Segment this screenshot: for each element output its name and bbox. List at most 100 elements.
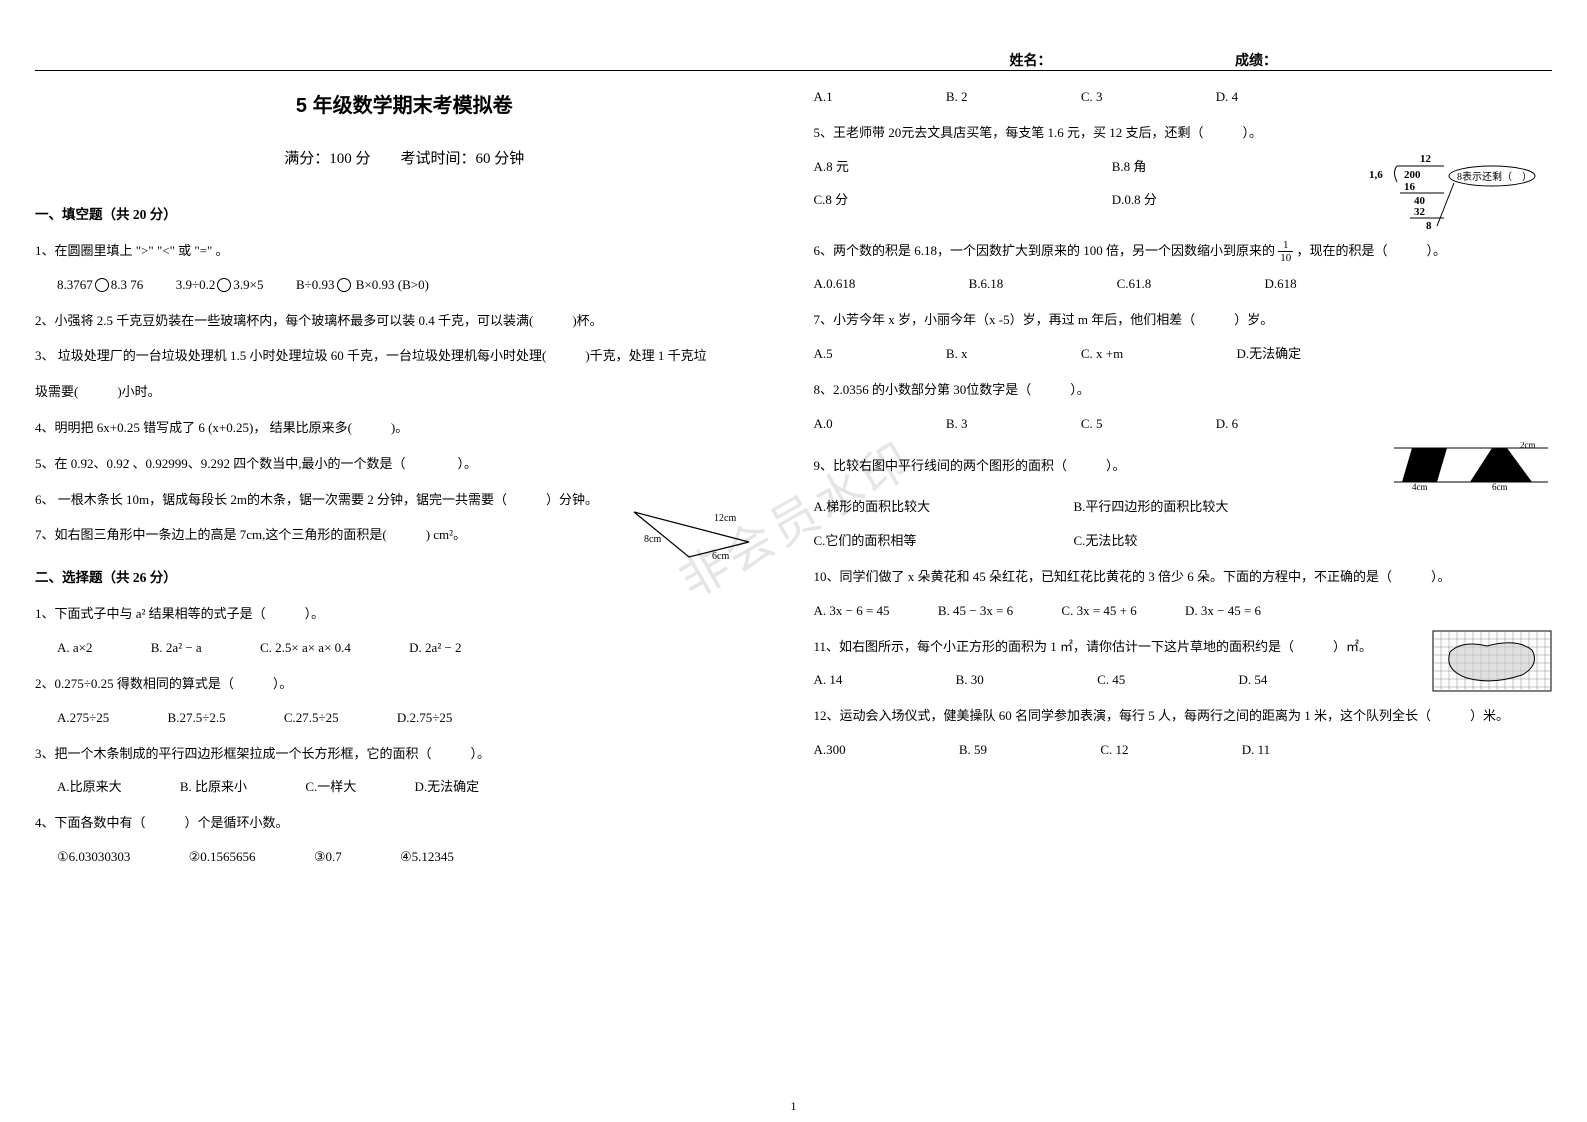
opt: A. 3x − 6 = 45 bbox=[814, 594, 890, 628]
tri-side-b: 8cm bbox=[644, 534, 661, 545]
q2-6: 6、两个数的积是 6.18，一个因数扩大到原来的 100 倍，另一个因数缩小到原… bbox=[814, 234, 1553, 268]
opt: B. 2a² − a bbox=[151, 631, 202, 665]
doc-header: 姓名： 成绩： bbox=[1010, 50, 1458, 70]
q2-4-opts: ①6.03030303 ②0.1565656 ③0.7 ④5.12345 bbox=[35, 840, 774, 874]
tri-side-a: 12cm bbox=[714, 513, 736, 524]
q1-5-m1: 、0.9 bbox=[94, 456, 123, 471]
q2-5-opts-row2: C.8 分 D.0.8 分 bbox=[814, 183, 1345, 217]
opt: A.300 bbox=[814, 733, 846, 767]
q2-12: 12、运动会入场仪式，健美操队 60 名同学参加表演，每行 5 人，每两行之间的… bbox=[814, 699, 1553, 733]
shape-top: 2cm bbox=[1520, 442, 1536, 450]
triangle-figure: 12cm 8cm 6cm bbox=[614, 502, 764, 562]
div-s2: 32 bbox=[1414, 206, 1426, 218]
q2-9: 9、比较右图中平行线间的两个图形的面积（ ）。 2cm 4cm 6cm bbox=[814, 442, 1553, 490]
opt: D. 4 bbox=[1216, 80, 1238, 114]
q1-5: 5、在 0.92、0.92 、0.92999、9.292 四个数当中,最小的一个… bbox=[35, 447, 774, 481]
q2-6-post: ，现在的积是（ ）。 bbox=[1297, 243, 1447, 258]
opt: B. 3 bbox=[946, 407, 968, 441]
opt: ③0.7 bbox=[314, 840, 342, 874]
left-column: 5 年级数学期末考模拟卷 满分：100 分 考试时间：60 分钟 一、填空题（共… bbox=[35, 80, 774, 874]
q2-1-opts: A. a×2 B. 2a² − a C. 2.5× a× a× 0.4 D. 2… bbox=[35, 631, 774, 665]
div-dividend: 200 bbox=[1404, 169, 1421, 181]
opt: C.8 分 bbox=[814, 183, 1054, 217]
opt: B. x bbox=[946, 337, 968, 371]
shape-right: 6cm bbox=[1492, 482, 1508, 490]
q1-5-a: 92 bbox=[81, 456, 94, 471]
opt: A. 14 bbox=[814, 663, 843, 697]
tri-side-c: 6cm bbox=[712, 551, 729, 562]
opt: D.0.8 分 bbox=[1112, 183, 1157, 217]
q2-4r-opts: A.1 B. 2 C. 3 D. 4 bbox=[814, 80, 1553, 114]
opt: D.2.75÷25 bbox=[397, 701, 453, 735]
opt: C.无法比较 bbox=[1074, 533, 1138, 548]
opt: B.8 角 bbox=[1112, 150, 1147, 184]
opt: ①6.03030303 bbox=[57, 840, 130, 874]
q2-4: 4、下面各数中有（ ）个是循环小数。 bbox=[35, 806, 774, 840]
long-division-figure: 12 1,6 200 16 40 32 8 8表示还剩（ ） bbox=[1352, 150, 1552, 232]
score-label: 成绩： bbox=[1235, 54, 1277, 69]
q2-11-text: 11、如右图所示，每个小正方形的面积为 1 ㎡，请你估计一下这片草地的面积约是（… bbox=[814, 630, 1427, 664]
q2-11: 11、如右图所示，每个小正方形的面积为 1 ㎡，请你估计一下这片草地的面积约是（… bbox=[814, 630, 1553, 698]
q1-1-b: 8.3 76 bbox=[111, 277, 144, 292]
div-note: 8表示还剩（ ） bbox=[1457, 170, 1532, 183]
opt: D. 3x − 45 = 6 bbox=[1185, 594, 1261, 628]
compare-circle-2 bbox=[217, 278, 231, 292]
q2-10-opts: A. 3x − 6 = 45 B. 45 − 3x = 6 C. 3x = 45… bbox=[814, 594, 1553, 628]
right-column: A.1 B. 2 C. 3 D. 4 5、王老师带 20元去文具店买笔，每支笔 … bbox=[814, 80, 1553, 874]
q1-5-m2: 、0.92999、9.292 四个数当中,最小的一个数是（ ）。 bbox=[129, 456, 477, 471]
q1-1-d: 3.9×5 bbox=[233, 277, 263, 292]
shape-left: 4cm bbox=[1412, 482, 1428, 490]
q2-12-opts: A.300 B. 59 C. 12 D. 11 bbox=[814, 733, 1553, 767]
opt: C. 5 bbox=[1081, 407, 1103, 441]
opt: C. x +m bbox=[1081, 337, 1123, 371]
opt: D. 54 bbox=[1238, 663, 1267, 697]
q1-4: 4、明明把 6x+0.25 错写成了 6 (x+0.25)， 结果比原来多( )… bbox=[35, 411, 774, 445]
compare-circle-1 bbox=[95, 278, 109, 292]
q2-9-opts: A.梯形的面积比较大B.平行四边形的面积比较大 C.它们的面积相等C.无法比较 bbox=[814, 490, 1553, 558]
q2-6-pre: 6、两个数的积是 6.18，一个因数扩大到原来的 100 倍，另一个因数缩小到原… bbox=[814, 243, 1276, 258]
div-s1: 16 bbox=[1404, 181, 1416, 193]
q2-10: 10、同学们做了 x 朵黄花和 45 朵红花，已知红花比黄花的 3 倍少 6 朵… bbox=[814, 560, 1553, 594]
fraction-1-10: 110 bbox=[1278, 239, 1293, 264]
q1-1-a: 8.3767 bbox=[57, 277, 93, 292]
q1-2: 2、小强将 2.5 千克豆奶装在一些玻璃杯内，每个玻璃杯最多可以装 0.4 千克… bbox=[35, 304, 774, 338]
exam-title: 5 年级数学期末考模拟卷 bbox=[35, 80, 774, 132]
opt: A.0.618 bbox=[814, 267, 856, 301]
q2-7: 7、小芳今年 x 岁，小丽今年（x -5）岁，再过 m 年后，他们相差（ ）岁。 bbox=[814, 303, 1553, 337]
q2-5-block: A.8 元 B.8 角 C.8 分 D.0.8 分 12 1,6 200 16 … bbox=[814, 150, 1553, 232]
opt: B. 2 bbox=[946, 80, 968, 114]
opt: A. a×2 bbox=[57, 631, 93, 665]
q1-1: 1、在圆圈里填上 ">" "<" 或 "=" 。 bbox=[35, 234, 774, 268]
opt: D.无法确定 bbox=[414, 770, 479, 804]
opt: D. 2a² − 2 bbox=[409, 631, 461, 665]
q2-5-opts-row1: A.8 元 B.8 角 bbox=[814, 150, 1345, 184]
opt: D. 6 bbox=[1216, 407, 1238, 441]
q1-7: 7、如右图三角形中一条边上的高是 7cm,这个三角形的面积是( ) cm²。 1… bbox=[35, 518, 774, 552]
opt: D.618 bbox=[1264, 267, 1296, 301]
opt: C.它们的面积相等 bbox=[814, 524, 1074, 558]
q1-5-pre: 5、在 0. bbox=[35, 456, 81, 471]
opt: A.0 bbox=[814, 407, 833, 441]
opt: B.27.5÷2.5 bbox=[168, 701, 226, 735]
opt: A.1 bbox=[814, 80, 833, 114]
q2-2-opts: A.275÷25 B.27.5÷2.5 C.27.5÷25 D.2.75÷25 bbox=[35, 701, 774, 735]
opt: C.61.8 bbox=[1117, 267, 1152, 301]
q1-5-b: 2 bbox=[123, 456, 130, 471]
compare-circle-3 bbox=[337, 278, 351, 292]
grid-area-figure bbox=[1432, 630, 1552, 692]
q1-3: 3、 垃圾处理厂的一台垃圾处理机 1.5 小时处理垃圾 60 千克，一台垃圾处理… bbox=[35, 339, 774, 373]
name-label: 姓名： bbox=[1010, 54, 1052, 69]
opt: ④5.12345 bbox=[400, 840, 454, 874]
section-2-head: 二、选择题（共 26 分） bbox=[35, 560, 774, 595]
opt: C.27.5÷25 bbox=[284, 701, 339, 735]
opt: B. 59 bbox=[959, 733, 987, 767]
q2-8: 8、2.0356 的小数部分第 30位数字是（ ）。 bbox=[814, 373, 1553, 407]
opt: C.一样大 bbox=[305, 770, 356, 804]
q1-1-line: 8.37678.3 76 3.9÷0.23.9×5 B÷0.93 B×0.93 … bbox=[35, 268, 774, 302]
opt: A.8 元 bbox=[814, 150, 1054, 184]
opt: C. 3 bbox=[1081, 80, 1103, 114]
q2-8-opts: A.0 B. 3 C. 5 D. 6 bbox=[814, 407, 1553, 441]
opt: B.平行四边形的面积比较大 bbox=[1074, 499, 1229, 514]
exam-subtitle: 满分：100 分 考试时间：60 分钟 bbox=[35, 140, 774, 179]
q2-1: 1、下面式子中与 a² 结果相等的式子是（ ）。 bbox=[35, 597, 774, 631]
